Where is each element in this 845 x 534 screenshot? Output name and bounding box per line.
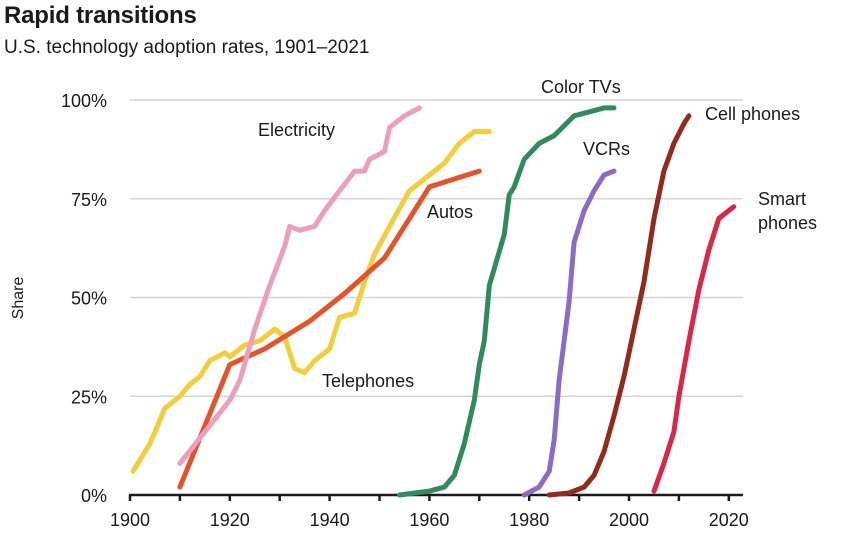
y-axis-ticks: 0% 25% 50% 75% 100%: [61, 91, 107, 506]
series-line-vcrs: [521, 168, 617, 498]
x-tick-label: 1940: [310, 510, 350, 530]
series-label-cell-phones: Cell phones: [705, 104, 800, 124]
series-label-smart-phones: phones: [758, 213, 817, 233]
series-lines: [130, 105, 737, 498]
series-line-autos: [177, 168, 482, 490]
y-axis-label: Share: [10, 277, 27, 320]
series-label-smart-phones: Smart: [758, 189, 806, 209]
series-line-cell-phones: [546, 113, 692, 498]
series-line-electricity: [177, 105, 422, 466]
series-label-color-tvs: Color TVs: [541, 77, 621, 97]
series-line-smart-phones: [651, 204, 737, 494]
x-tick-label: 1980: [509, 510, 549, 530]
series-label-autos: Autos: [427, 202, 473, 222]
x-tick-label: 1960: [409, 510, 449, 530]
y-tick-label: 100%: [61, 91, 107, 111]
y-tick-label: 50%: [71, 289, 107, 309]
y-tick-label: 0%: [81, 486, 107, 506]
series-label-electricity: Electricity: [258, 120, 335, 140]
series-labels: Telephones Autos Electricity Color TVs VCRs C…: [258, 77, 817, 391]
x-axis: 1900 1920 1940 1960 1980 2000 2020: [110, 493, 749, 530]
series-label-telephones: Telephones: [322, 371, 414, 391]
series-label-vcrs: VCRs: [583, 139, 630, 159]
x-tick-label: 1900: [110, 510, 150, 530]
x-tick-label: 1920: [210, 510, 250, 530]
series-line-color-tvs: [397, 105, 617, 498]
series-line-telephones: [130, 129, 492, 474]
x-tick-label: 2020: [709, 510, 749, 530]
chart-subtitle: U.S. technology adoption rates, 1901–202…: [4, 37, 370, 58]
chart-title: Rapid transitions: [4, 2, 197, 29]
x-tick-label: 2000: [609, 510, 649, 530]
y-tick-label: 75%: [71, 190, 107, 210]
y-tick-label: 25%: [71, 387, 107, 407]
